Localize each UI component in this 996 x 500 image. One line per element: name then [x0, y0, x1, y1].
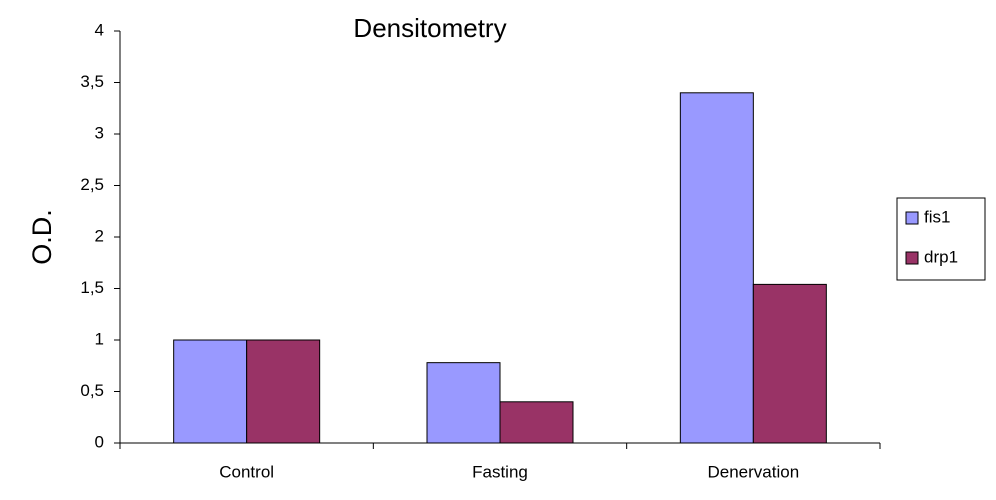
- legend-swatch: [905, 211, 919, 225]
- y-tick-label: 2: [95, 226, 104, 245]
- bar: [173, 339, 248, 444]
- y-tick-label: 3: [95, 123, 104, 142]
- bar: [679, 92, 754, 444]
- y-tick-label: 3,5: [80, 72, 104, 91]
- x-tick-label: Denervation: [707, 462, 799, 481]
- y-tick-label: 4: [95, 20, 104, 39]
- legend-swatch: [905, 251, 919, 265]
- bar: [499, 401, 574, 444]
- x-tick-label: Control: [219, 462, 274, 481]
- bar: [752, 283, 827, 444]
- chart-title: Densitometry: [353, 13, 506, 43]
- legend-label: drp1: [924, 247, 958, 266]
- y-tick-label: 2,5: [80, 175, 104, 194]
- bar: [246, 339, 321, 444]
- legend-label: fis1: [924, 207, 950, 226]
- y-tick-label: 0: [95, 432, 104, 451]
- y-tick-label: 1: [95, 329, 104, 348]
- y-tick-label: 0,5: [80, 381, 104, 400]
- bar: [426, 362, 501, 444]
- y-axis-label: O.D.: [27, 209, 57, 265]
- y-tick-label: 1,5: [80, 278, 104, 297]
- x-tick-label: Fasting: [472, 462, 528, 481]
